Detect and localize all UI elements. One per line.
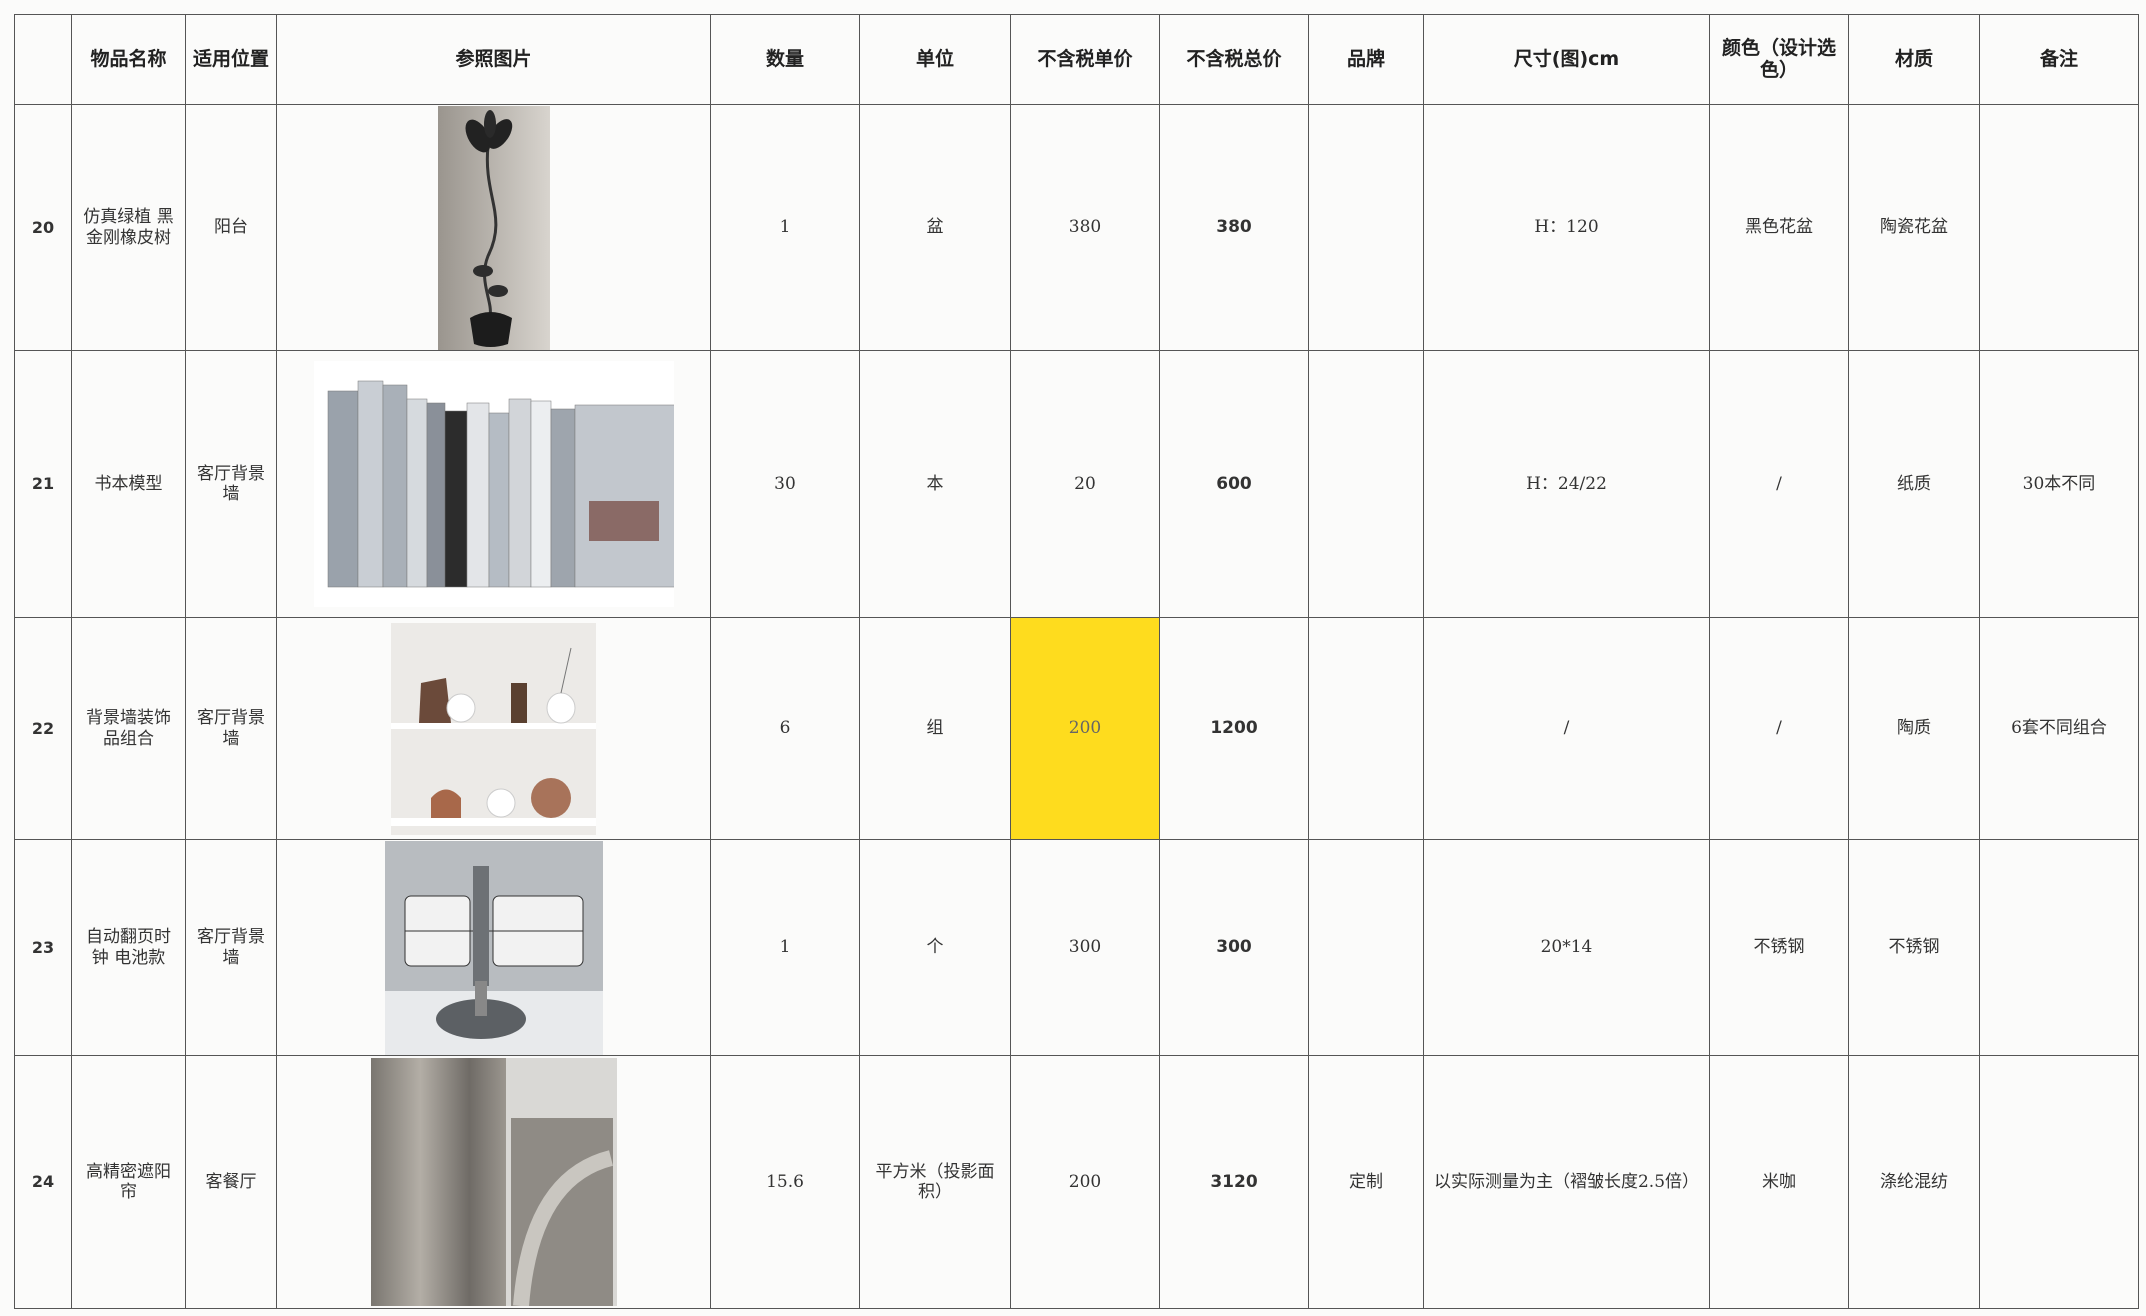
reference-image: [437, 105, 550, 350]
header-cell: 备注: [1979, 14, 2139, 105]
remark: [1979, 104, 2139, 351]
color: 不锈钢: [1709, 839, 1849, 1056]
brand: [1308, 350, 1424, 618]
unit-price: 20: [1010, 350, 1160, 618]
header-cell: 不含税总价: [1159, 14, 1309, 105]
remark: 30本不同: [1979, 350, 2139, 618]
color: /: [1709, 350, 1849, 618]
size: H：24/22: [1423, 350, 1710, 618]
table-row: 24 高精密遮阳帘 客餐厅 15.6 平方米（投影面积） 200 3120 定制 以实际测量为主…: [14, 1055, 2139, 1309]
size: /: [1423, 617, 1710, 840]
size: H：120: [1423, 104, 1710, 351]
unit: 本: [859, 350, 1011, 618]
table-row: 23 自动翻页时钟 电池款 客厅背景墙 1 个 300 300 20*14 不锈钢 不锈钢: [14, 839, 2139, 1056]
reference-image-cell: [276, 1055, 711, 1309]
reference-image: [370, 1058, 617, 1306]
unit-price: 300: [1010, 839, 1160, 1056]
reference-image-cell: [276, 350, 711, 618]
reference-image: [384, 840, 603, 1055]
location: 阳台: [185, 104, 277, 351]
header-cell: 不含税单价: [1010, 14, 1160, 105]
table-row: 22 背景墙装饰品组合 客厅背景墙 6 组 200 1200// 陶质 6套不同组合: [14, 617, 2139, 840]
item-name: 高精密遮阳帘: [71, 1055, 186, 1309]
material: 涤纶混纺: [1848, 1055, 1980, 1309]
brand: [1308, 617, 1424, 840]
quantity: 30: [710, 350, 860, 618]
location: 客餐厅: [185, 1055, 277, 1309]
quantity: 1: [710, 839, 860, 1056]
location: 客厅背景墙: [185, 839, 277, 1056]
header-cell: 尺寸(图)cm: [1423, 14, 1710, 105]
location: 客厅背景墙: [185, 617, 277, 840]
remark: 6套不同组合: [1979, 617, 2139, 840]
remark: [1979, 839, 2139, 1056]
color: 米咖: [1709, 1055, 1849, 1309]
unit: 盆: [859, 104, 1011, 351]
item-name: 背景墙装饰品组合: [71, 617, 186, 840]
table-row: 20 仿真绿植 黑金刚橡皮树 阳台 1 盆 380 380 H：120 黑色花盆 陶瓷花盆: [14, 104, 2139, 351]
unit: 平方米（投影面积）: [859, 1055, 1011, 1309]
reference-image: [313, 361, 674, 607]
location: 客厅背景墙: [185, 350, 277, 618]
unit-price: 380: [1010, 104, 1160, 351]
material: 陶瓷花盆: [1848, 104, 1980, 351]
total-price: 3120: [1159, 1055, 1309, 1309]
remark: [1979, 1055, 2139, 1309]
header-cell: [14, 14, 72, 105]
header-cell: 单位: [859, 14, 1011, 105]
color: /: [1709, 617, 1849, 840]
unit: 个: [859, 839, 1011, 1056]
size: 20*14: [1423, 839, 1710, 1056]
header-cell: 参照图片: [276, 14, 711, 105]
total-price: 1200: [1159, 617, 1309, 840]
item-table: 物品名称 适用位置 参照图片 数量 单位 不含税单价 不含税总价 品牌 尺寸(图)cm 颜色（设计…: [14, 14, 2139, 1309]
header-cell: 数量: [710, 14, 860, 105]
reference-image-cell: [276, 104, 711, 351]
total-price: 300: [1159, 839, 1309, 1056]
table-row: 21 书本模型 客厅背景墙 30 本 20 600 H：24/22/纸质 30本不同: [14, 350, 2139, 618]
row-number: 24: [14, 1055, 72, 1309]
reference-image-cell: [276, 839, 711, 1056]
row-number: 20: [14, 104, 72, 351]
quantity: 15.6: [710, 1055, 860, 1309]
row-number: 23: [14, 839, 72, 1056]
size: 以实际测量为主（褶皱长度2.5倍）: [1423, 1055, 1710, 1309]
header-cell: 适用位置: [185, 14, 277, 105]
color: 黑色花盆: [1709, 104, 1849, 351]
header-cell: 物品名称: [71, 14, 186, 105]
unit: 组: [859, 617, 1011, 840]
total-price: 600: [1159, 350, 1309, 618]
quantity: 1: [710, 104, 860, 351]
material: 纸质: [1848, 350, 1980, 618]
reference-image: [391, 622, 596, 835]
header-cell: 材质: [1848, 14, 1980, 105]
quantity: 6: [710, 617, 860, 840]
total-price: 380: [1159, 104, 1309, 351]
item-name: 书本模型: [71, 350, 186, 618]
unit-price: 200: [1010, 1055, 1160, 1309]
reference-image-cell: [276, 617, 711, 840]
brand: 定制: [1308, 1055, 1424, 1309]
row-number: 21: [14, 350, 72, 618]
row-number: 22: [14, 617, 72, 840]
item-name: 仿真绿植 黑金刚橡皮树: [71, 104, 186, 351]
brand: [1308, 104, 1424, 351]
material: 不锈钢: [1848, 839, 1980, 1056]
header-row: 物品名称 适用位置 参照图片 数量 单位 不含税单价 不含税总价 品牌 尺寸(图)cm 颜色（设计…: [14, 14, 2139, 105]
brand: [1308, 839, 1424, 1056]
item-name: 自动翻页时钟 电池款: [71, 839, 186, 1056]
material: 陶质: [1848, 617, 1980, 840]
header-cell: 颜色（设计选色）: [1709, 14, 1849, 105]
header-cell: 品牌: [1308, 14, 1424, 105]
unit-price: 200: [1010, 617, 1160, 840]
